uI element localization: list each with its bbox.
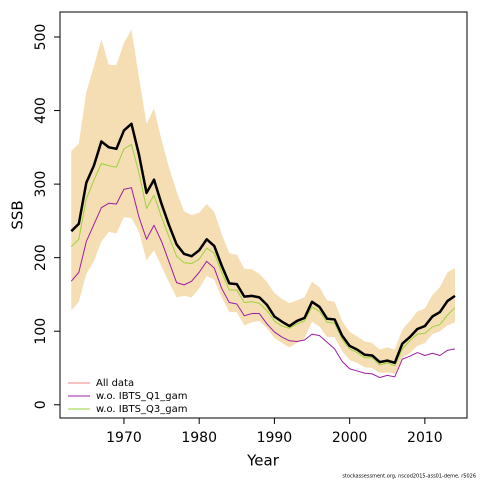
plot-frame [59,11,468,419]
y-tick-label: 100 [33,318,49,345]
x-axis-label: Year [246,452,280,470]
y-tick-label: 300 [33,171,49,198]
estimate-line [70,122,456,365]
y-tick-label: 400 [33,97,49,124]
series-line [70,143,456,367]
legend-label: All data [96,378,134,389]
y-tick-label: 200 [33,244,49,271]
x-tick-label: 2000 [332,430,368,446]
confidence-band [71,29,455,374]
legend-label: w.o. IBTS_Q3_gam [96,404,187,415]
x-tick-label: 1980 [181,430,217,446]
y-tick-label: 0 [33,400,49,409]
x-tick-label: 1990 [257,430,293,446]
footnote: stockassessment.org, nscod2015-ass01-dem… [342,474,476,480]
y-tick-label: 500 [33,24,49,51]
series-line [70,187,456,379]
x-tick-label: 1970 [106,430,142,446]
x-tick-label: 2010 [407,430,443,446]
legend-label: w.o. IBTS_Q1_gam [96,391,187,402]
y-axis-label: SSB [9,200,27,229]
